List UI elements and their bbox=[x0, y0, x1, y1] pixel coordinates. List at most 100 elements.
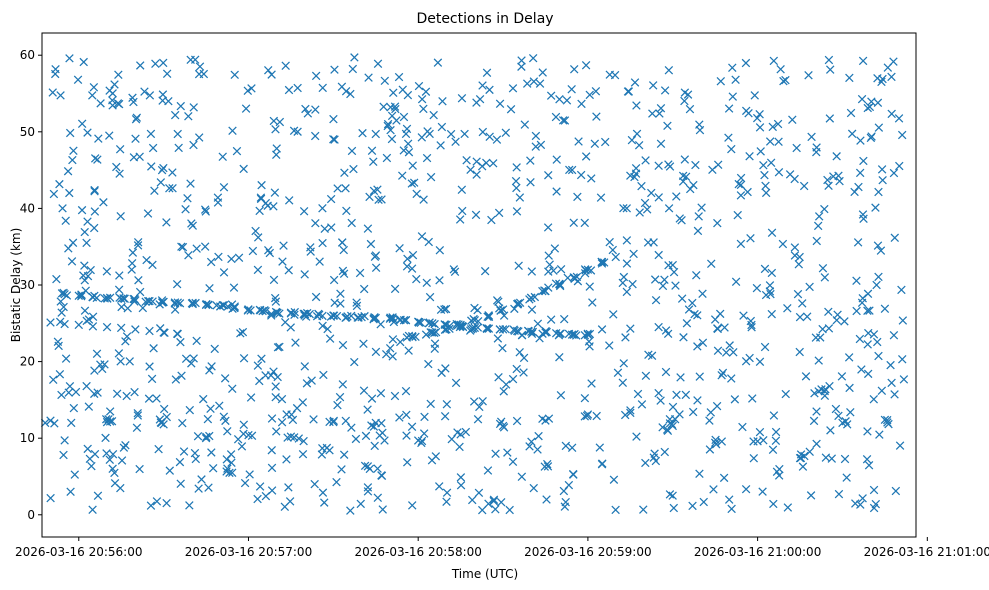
data-point bbox=[335, 392, 345, 402]
data-point bbox=[484, 324, 494, 333]
data-point bbox=[377, 471, 387, 480]
data-point bbox=[371, 347, 381, 357]
data-point bbox=[775, 464, 784, 474]
data-point bbox=[438, 96, 447, 106]
data-point bbox=[887, 378, 896, 388]
data-point bbox=[68, 155, 77, 165]
data-point bbox=[745, 353, 754, 363]
data-point bbox=[301, 312, 311, 321]
data-point bbox=[815, 333, 825, 342]
data-point bbox=[783, 503, 793, 512]
data-point bbox=[55, 317, 65, 327]
chart-title: Detections in Delay bbox=[416, 11, 553, 27]
data-point bbox=[49, 189, 59, 199]
data-point bbox=[715, 309, 725, 319]
data-point bbox=[373, 493, 383, 503]
data-point bbox=[342, 206, 351, 216]
data-point bbox=[863, 306, 872, 316]
data-point bbox=[240, 478, 250, 488]
data-point bbox=[711, 435, 720, 445]
data-point bbox=[852, 276, 861, 285]
data-point bbox=[437, 368, 446, 378]
data-point bbox=[536, 140, 546, 150]
data-point bbox=[402, 458, 412, 467]
data-point bbox=[755, 357, 765, 367]
data-point bbox=[814, 356, 823, 365]
data-point bbox=[569, 218, 578, 227]
data-point bbox=[278, 257, 287, 266]
data-point bbox=[745, 152, 754, 161]
data-point bbox=[194, 133, 204, 142]
data-point bbox=[584, 337, 594, 346]
data-point bbox=[251, 226, 260, 236]
data-point bbox=[422, 278, 432, 288]
data-point bbox=[373, 185, 382, 194]
data-point bbox=[311, 218, 320, 228]
data-point bbox=[744, 109, 753, 118]
data-point bbox=[261, 198, 271, 208]
data-point bbox=[824, 55, 834, 65]
x-tick-label: 2026-03-16 20:59:00 bbox=[524, 545, 651, 559]
data-point bbox=[897, 285, 906, 295]
data-point bbox=[113, 99, 123, 108]
data-point bbox=[679, 333, 688, 342]
data-point bbox=[112, 162, 121, 172]
data-point bbox=[84, 402, 94, 411]
y-tick-label: 40 bbox=[20, 201, 35, 215]
data-point bbox=[138, 303, 148, 313]
data-point bbox=[886, 360, 895, 370]
data-point bbox=[563, 273, 572, 283]
data-point bbox=[599, 258, 609, 267]
data-point bbox=[758, 487, 767, 496]
data-point bbox=[846, 407, 855, 417]
data-point bbox=[198, 394, 208, 404]
data-point bbox=[267, 486, 277, 495]
data-point bbox=[341, 184, 350, 193]
data-point bbox=[210, 344, 219, 354]
data-point bbox=[386, 103, 395, 112]
data-point bbox=[108, 96, 117, 105]
data-point bbox=[412, 274, 421, 284]
data-point bbox=[544, 283, 553, 292]
data-point bbox=[219, 183, 229, 192]
data-point bbox=[587, 379, 596, 388]
data-point bbox=[669, 267, 679, 277]
data-point bbox=[371, 263, 381, 272]
data-point bbox=[159, 404, 169, 414]
data-point bbox=[484, 311, 493, 320]
data-point bbox=[776, 65, 785, 74]
data-point bbox=[794, 260, 804, 269]
data-point bbox=[785, 170, 795, 179]
data-point bbox=[734, 179, 743, 189]
data-point bbox=[637, 181, 646, 191]
data-point bbox=[626, 406, 635, 415]
data-point bbox=[330, 65, 339, 74]
data-point bbox=[585, 90, 594, 100]
data-point bbox=[269, 116, 279, 126]
data-point bbox=[857, 365, 866, 374]
data-point bbox=[488, 159, 498, 168]
data-point bbox=[168, 168, 177, 177]
data-point bbox=[158, 90, 168, 99]
data-point bbox=[289, 126, 299, 135]
data-point bbox=[804, 71, 813, 80]
data-point bbox=[284, 483, 293, 492]
data-point bbox=[634, 140, 644, 150]
data-point bbox=[898, 316, 908, 325]
data-point bbox=[409, 178, 419, 187]
data-point bbox=[253, 233, 263, 242]
data-point bbox=[565, 165, 574, 175]
data-point bbox=[517, 472, 527, 482]
data-point bbox=[761, 181, 770, 191]
data-point bbox=[390, 391, 400, 401]
data-point bbox=[878, 175, 887, 185]
data-point bbox=[567, 165, 577, 175]
data-point bbox=[407, 422, 417, 431]
data-point bbox=[846, 108, 856, 118]
data-point bbox=[277, 418, 287, 427]
data-point bbox=[844, 353, 854, 362]
data-point bbox=[270, 293, 280, 303]
data-point bbox=[190, 55, 200, 64]
data-point bbox=[712, 401, 722, 411]
